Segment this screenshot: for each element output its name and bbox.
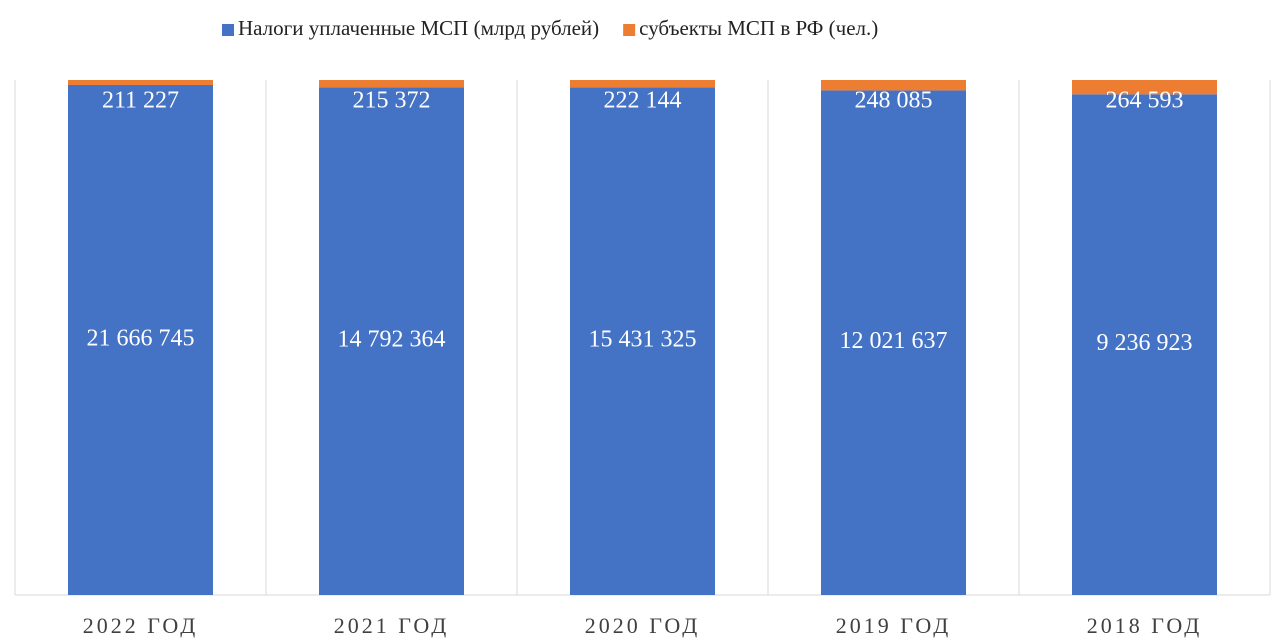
bar-segment	[570, 87, 715, 596]
x-tick-label: 2021 ГОД	[334, 613, 449, 638]
bar-segment	[821, 90, 966, 595]
legend-swatch	[222, 24, 234, 36]
bar-segment	[1072, 94, 1217, 596]
bar-segment	[570, 80, 715, 88]
bar-segment	[821, 80, 966, 91]
x-tick-label: 2022 ГОД	[83, 613, 198, 638]
bar-segment	[1072, 80, 1217, 95]
data-label: 264 593	[1106, 88, 1184, 114]
bar-segment	[68, 80, 213, 85]
legend-swatch	[623, 24, 636, 36]
x-tick-label: 2018 ГОД	[1087, 613, 1202, 638]
bar-segment	[319, 87, 464, 595]
data-label: 222 144	[604, 88, 682, 114]
data-label: 211 227	[102, 88, 179, 114]
data-label: 9 236 923	[1097, 330, 1193, 356]
x-tick-label: 2020 ГОД	[585, 613, 700, 638]
data-label: 14 792 364	[338, 327, 446, 353]
data-label: 15 431 325	[589, 327, 697, 353]
legend-label: Налоги уплаченные МСП (млрд рублей)	[238, 16, 599, 40]
data-label: 21 666 745	[87, 325, 195, 351]
bar-segment	[319, 80, 464, 88]
data-label: 248 085	[855, 88, 933, 114]
x-tick-label: 2019 ГОД	[836, 613, 951, 638]
bar-segment	[68, 84, 213, 595]
data-label: 12 021 637	[840, 328, 948, 354]
data-label: 215 372	[353, 88, 431, 114]
legend-label: субъекты МСП в РФ (чел.)	[639, 16, 878, 40]
